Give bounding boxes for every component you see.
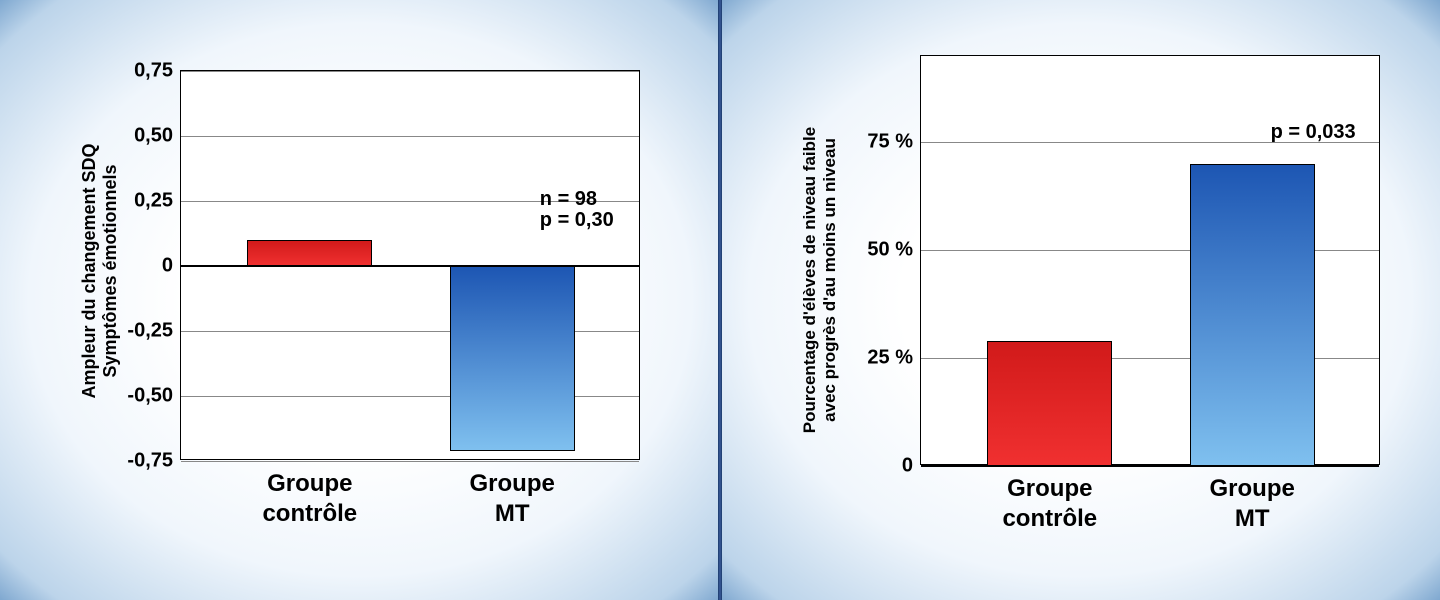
left-panel: Ampleur du changement SDQ Symptômes émot…	[0, 0, 720, 600]
ytick-label: -0,25	[127, 320, 173, 343]
y-title-line2: avec progrès d'au moins un niveau	[820, 138, 839, 422]
gridline	[181, 136, 639, 137]
x-category-label: GroupeMT	[470, 469, 555, 529]
ytick-label: 75 %	[867, 131, 913, 154]
panel-divider	[718, 0, 722, 600]
ytick-label: 0	[902, 455, 913, 478]
gridline	[181, 71, 639, 72]
gridline	[181, 461, 639, 462]
ytick-label: -0,50	[127, 385, 173, 408]
annotation-p: p = 0,30	[540, 209, 614, 232]
x-category-label: Groupecontrôle	[1002, 474, 1097, 534]
annotation-p: p = 0,033	[1271, 121, 1356, 144]
x-category-label: Groupecontrôle	[262, 469, 357, 529]
annotation-n: n = 98	[540, 188, 597, 211]
left-plot-area: -0,75-0,50-0,2500,250,500,75Groupecontrô…	[180, 70, 640, 460]
y-title-line2: Symptômes émotionnels	[100, 164, 120, 377]
bar-mt	[1190, 164, 1315, 466]
right-panel: Pourcentage d'élèves de niveau faible av…	[720, 0, 1440, 600]
ytick-label: 0,50	[134, 125, 173, 148]
y-title-line1: Ampleur du changement SDQ	[79, 143, 99, 398]
ytick-label: -0,75	[127, 450, 173, 473]
bar-controle	[987, 341, 1112, 466]
ytick-label: 25 %	[867, 347, 913, 370]
ytick-label: 0,75	[134, 60, 173, 83]
ytick-label: 0	[162, 255, 173, 278]
y-title-line1: Pourcentage d'élèves de niveau faible	[800, 127, 819, 433]
x-category-label: GroupeMT	[1210, 474, 1295, 534]
right-plot-area: 025 %50 %75 %GroupecontrôleGroupeMTp = 0…	[920, 55, 1380, 465]
ytick-label: 0,25	[134, 190, 173, 213]
right-y-axis-title: Pourcentage d'élèves de niveau faible av…	[800, 80, 840, 480]
ytick-label: 50 %	[867, 239, 913, 262]
bar-controle	[247, 240, 372, 266]
left-y-axis-title: Ampleur du changement SDQ Symptômes émot…	[79, 111, 121, 431]
bar-mt	[450, 266, 575, 451]
